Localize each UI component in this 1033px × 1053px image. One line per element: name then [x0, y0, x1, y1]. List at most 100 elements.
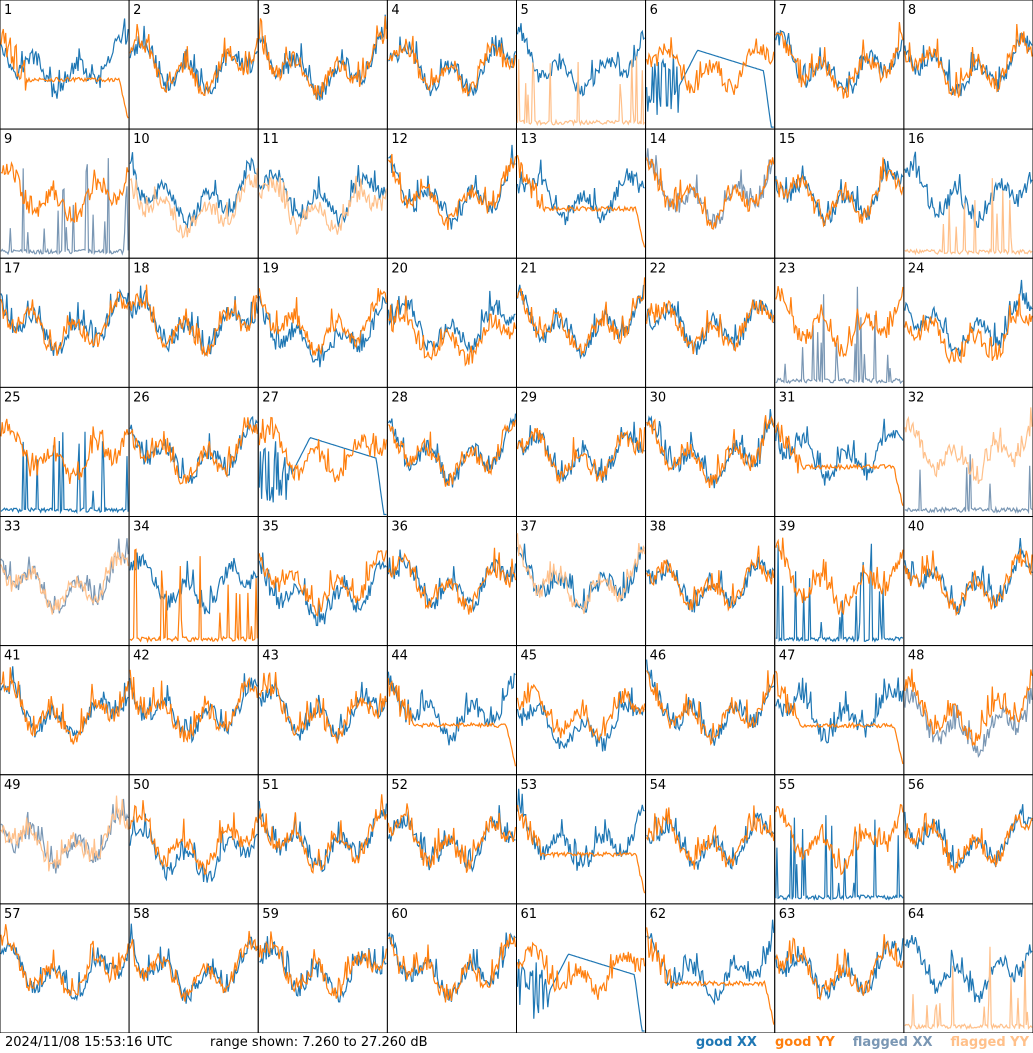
- series-yy-line: [388, 419, 517, 487]
- panel-number-label: 4: [391, 3, 399, 18]
- panel-36: 36: [386, 516, 517, 647]
- panel-27: 27: [257, 386, 388, 517]
- series-xx-line: [904, 538, 1033, 615]
- panel-frame: [386, 386, 517, 517]
- panel-59: 59: [257, 903, 388, 1033]
- panel-number-label: 60: [391, 907, 408, 922]
- series-xx-line: [129, 415, 258, 484]
- panel-frame: [774, 386, 905, 517]
- legend-flagged-xx: flagged XX: [852, 1035, 933, 1050]
- panel-frame: [386, 645, 517, 776]
- panel-number-label: 50: [133, 778, 150, 793]
- panel-number-label: 8: [908, 3, 916, 18]
- panel-20: 20: [386, 257, 517, 388]
- panel-10: 10: [128, 128, 259, 259]
- panel-frame: [0, 0, 130, 130]
- panel-frame: [903, 774, 1033, 905]
- timestamp-label: 2024/11/08 15:53:16 UTC: [5, 1035, 173, 1050]
- range-label: range shown: 7.260 to 27.260 dB: [210, 1035, 428, 1050]
- panel-number-label: 35: [262, 520, 279, 535]
- series-yy-line: [516, 277, 646, 357]
- panel-number-label: 5: [521, 3, 529, 18]
- panel-48: 48: [903, 645, 1033, 776]
- panel-46: 46: [645, 645, 776, 776]
- panel-frame: [774, 128, 905, 259]
- series-xx-line: [258, 295, 387, 368]
- series-yy-line: [387, 547, 517, 615]
- panel-18: 18: [128, 257, 259, 388]
- panel-number-label: 46: [650, 649, 667, 664]
- panel-number-label: 61: [521, 907, 538, 922]
- panel-frame: [645, 645, 776, 776]
- series-yy-line: [129, 548, 258, 644]
- series-xx-line: [129, 25, 258, 95]
- panel-62: 62: [645, 903, 776, 1033]
- panel-frame: [386, 903, 517, 1033]
- panel-number-label: 56: [908, 778, 925, 793]
- series-yy-line: [387, 678, 517, 767]
- series-yy-line: [258, 671, 387, 744]
- panel-30: 30: [645, 386, 776, 517]
- panel-frame: [903, 0, 1033, 130]
- panel-number-label: 20: [391, 261, 408, 276]
- panel-49: 49: [0, 774, 130, 905]
- series-yy-line: [775, 934, 904, 1001]
- panel-frame: [645, 386, 776, 517]
- panel-frame: [128, 257, 259, 388]
- panel-15: 15: [774, 128, 905, 259]
- series-yy-line: [516, 56, 646, 127]
- panel-number-label: 40: [908, 520, 925, 535]
- panel-number-label: 12: [391, 132, 408, 147]
- series-yy-line: [904, 812, 1033, 874]
- series-yy-line: [129, 669, 258, 744]
- panel-frame: [645, 774, 776, 905]
- panel-number-label: 48: [908, 649, 925, 664]
- panel-number-label: 37: [521, 520, 538, 535]
- series-xx-line: [775, 815, 904, 901]
- series-yy-line: [258, 794, 387, 874]
- series-yy-line: [387, 153, 517, 231]
- panel-number-label: 25: [4, 390, 21, 405]
- series-yy-line: [258, 550, 387, 617]
- panel-16: 16: [903, 128, 1033, 259]
- panel-number-label: 63: [779, 907, 796, 922]
- series-yy-line: [904, 407, 1033, 484]
- series-xx-line: [129, 923, 258, 1004]
- panel-26: 26: [128, 386, 259, 517]
- panel-frame: [645, 128, 776, 259]
- panel-number-label: 23: [779, 261, 796, 276]
- series-xx-line: [904, 934, 1033, 1003]
- panel-number-label: 28: [391, 390, 408, 405]
- chart-footer: 2024/11/08 15:53:16 UTC range shown: 7.2…: [0, 1033, 1033, 1053]
- series-yy-line: [646, 299, 775, 355]
- series-yy-line: [775, 803, 904, 876]
- panel-34: 34: [128, 516, 259, 647]
- panel-number-label: 30: [650, 390, 667, 405]
- panel-number-label: 53: [521, 778, 538, 793]
- panel-number-label: 55: [779, 778, 796, 793]
- panel-number-label: 49: [4, 778, 21, 793]
- panel-23: 23: [774, 257, 905, 388]
- series-yy-line: [387, 803, 517, 873]
- series-xx-line: [0, 940, 129, 1002]
- panel-64: 64: [903, 903, 1033, 1033]
- series-xx-line: [516, 284, 645, 360]
- panel-22: 22: [645, 257, 776, 388]
- panel-number-label: 19: [262, 261, 279, 276]
- panel-40: 40: [903, 516, 1033, 647]
- series-yy-line: [904, 548, 1033, 617]
- panel-13: 13: [516, 128, 647, 259]
- panel-number-label: 51: [262, 778, 279, 793]
- panel-frame: [516, 774, 647, 905]
- series-yy-line: [129, 800, 258, 876]
- panel-number-label: 39: [779, 520, 796, 535]
- series-xx-line: [904, 32, 1033, 97]
- panel-frame: [645, 903, 776, 1033]
- panel-number-label: 59: [262, 907, 279, 922]
- panel-number-label: 24: [908, 261, 925, 276]
- panel-number-label: 34: [133, 520, 150, 535]
- panel-number-label: 52: [391, 778, 408, 793]
- series-xx-line: [258, 437, 387, 516]
- series-yy-line: [775, 22, 904, 99]
- series-xx-line: [904, 151, 1033, 228]
